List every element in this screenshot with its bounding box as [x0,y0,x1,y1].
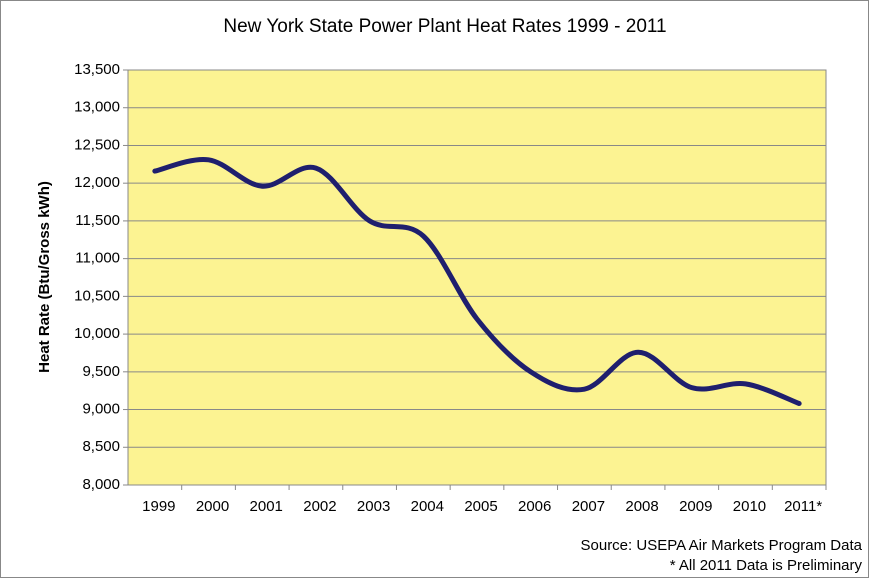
x-tick-label: 2010 [733,498,766,515]
y-tick-label: 10,000 [74,325,120,342]
x-tick-label: 2003 [357,498,390,515]
y-tick-label: 10,500 [74,287,120,304]
x-tick-label: 2009 [679,498,712,515]
plot-area [127,69,827,486]
y-tick-label: 9,500 [82,363,120,380]
y-tick-label: 12,500 [74,136,120,153]
source-note: Source: USEPA Air Markets Program Data [581,537,863,554]
y-tick-label: 13,000 [74,99,120,116]
x-tick-label: 2011* [784,498,822,515]
y-tick-label: 8,000 [82,476,120,493]
chart-title: New York State Power Plant Heat Rates 19… [223,16,666,37]
y-tick-label: 11,000 [75,250,120,267]
y-tick-label: 11,500 [75,212,120,229]
y-axis-label: Heat Rate (Btu/Gross kWh) [36,181,53,373]
x-tick-label: 2005 [464,498,497,515]
y-tick-label: 13,500 [74,61,120,78]
x-tick-label: 2002 [303,498,336,515]
x-tick-label: 1999 [142,498,175,515]
preliminary-note: * All 2011 Data is Preliminary [670,557,863,574]
x-tick-label: 2000 [196,498,229,515]
y-tick-label: 9,000 [82,401,120,418]
y-tick-label: 8,500 [82,438,120,455]
x-tick-label: 2007 [572,498,605,515]
x-tick-label: 2004 [411,498,444,515]
x-tick-label: 2001 [250,498,283,515]
y-tick-label: 12,000 [74,174,120,191]
line-series [152,156,802,407]
x-tick-label: 2008 [625,498,658,515]
x-tick-label: 2006 [518,498,551,515]
